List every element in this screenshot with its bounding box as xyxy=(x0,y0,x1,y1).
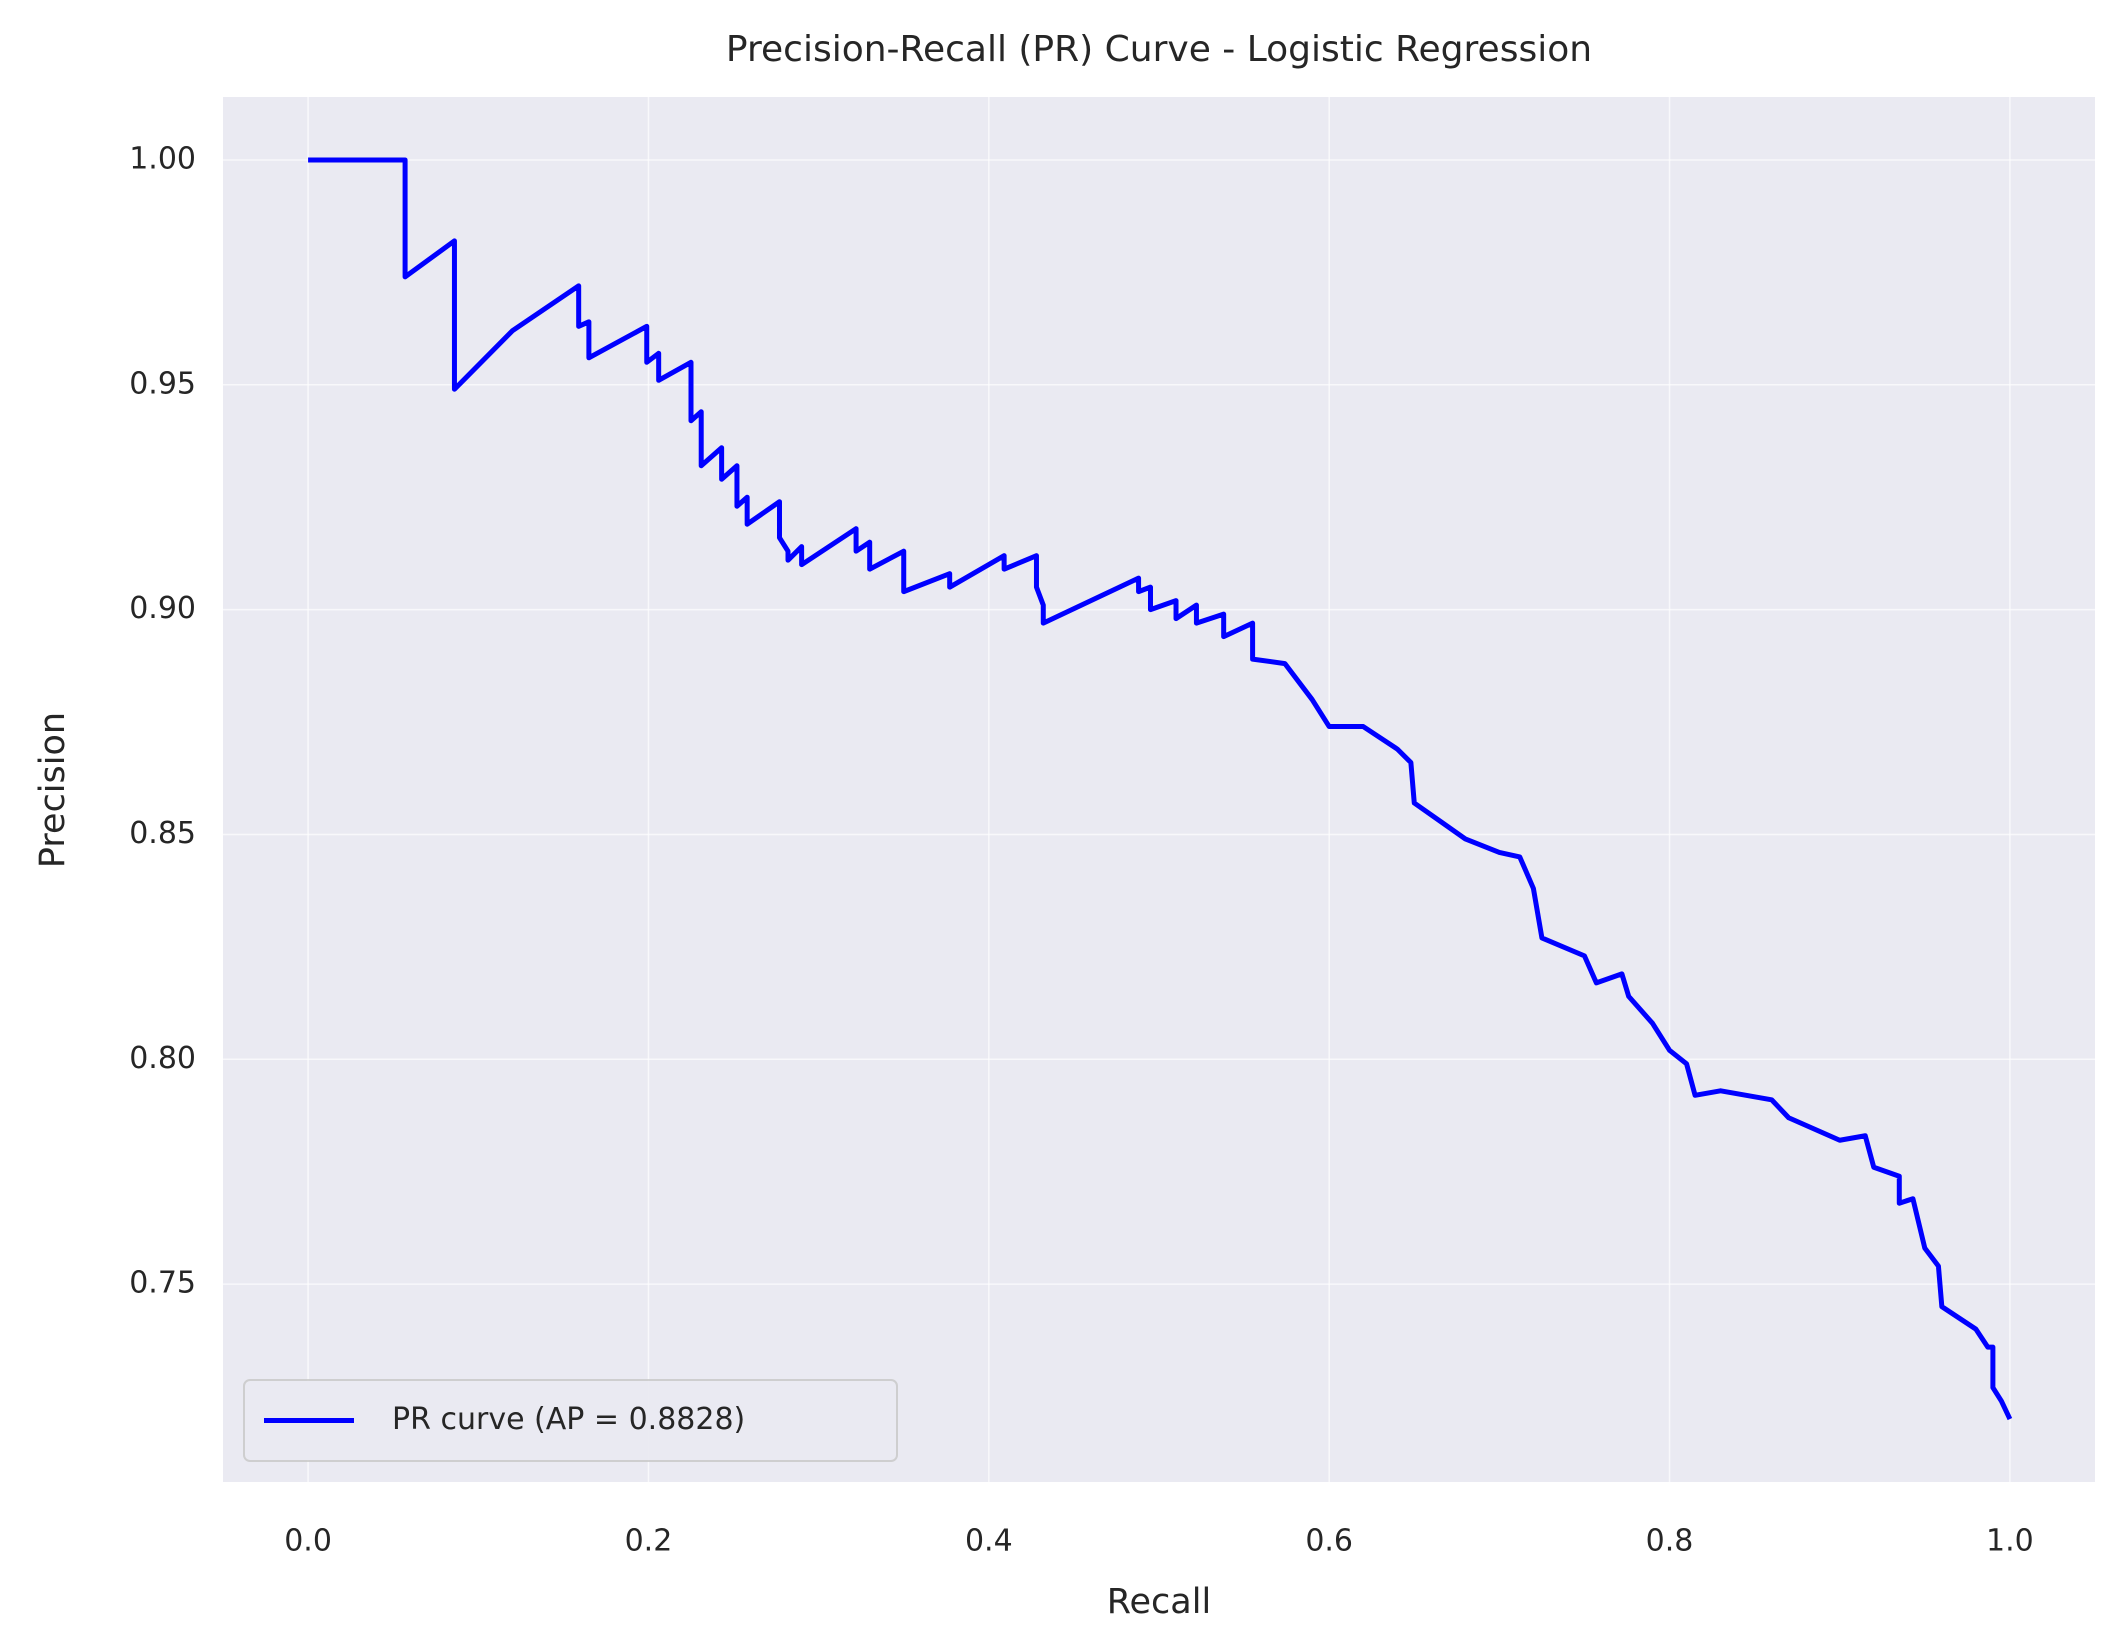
y-tick-label: 1.00 xyxy=(129,141,196,176)
y-tick-label: 0.95 xyxy=(129,366,196,401)
y-tick-label: 0.90 xyxy=(129,591,196,626)
x-tick-label: 0.6 xyxy=(1305,1524,1353,1559)
y-tick-label: 0.85 xyxy=(129,816,196,851)
y-tick-label: 0.75 xyxy=(129,1266,196,1301)
x-tick-label: 0.8 xyxy=(1646,1524,1694,1559)
plot-area xyxy=(223,97,2095,1482)
x-tick-label: 0.4 xyxy=(965,1524,1013,1559)
x-tick-label: 0.2 xyxy=(625,1524,673,1559)
pr-curve xyxy=(308,157,2013,1421)
chart-title: Precision-Recall (PR) Curve - Logistic R… xyxy=(726,29,1592,70)
x-tick-label: 1.0 xyxy=(1986,1524,2034,1559)
y-axis-label: Precision xyxy=(33,712,73,868)
x-axis-label: Recall xyxy=(1107,1582,1211,1622)
x-tick-label: 0.0 xyxy=(284,1524,332,1559)
legend-label: PR curve (AP = 0.8828) xyxy=(392,1402,745,1437)
y-tick-label: 0.80 xyxy=(129,1041,196,1076)
legend-box xyxy=(243,1379,898,1462)
